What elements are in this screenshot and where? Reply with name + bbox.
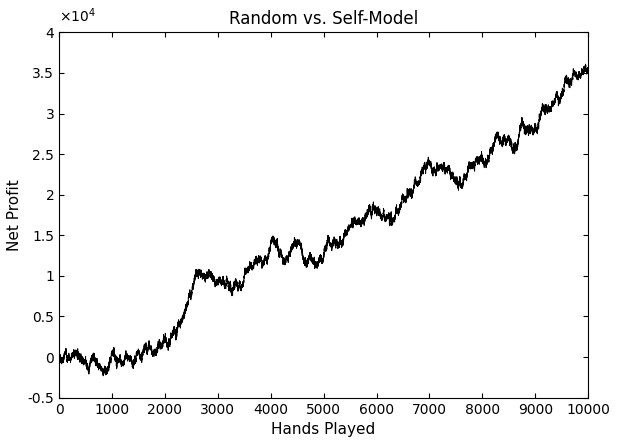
Text: $\times10^4$: $\times10^4$ — [59, 7, 96, 25]
Y-axis label: Net Profit: Net Profit — [7, 179, 22, 251]
Title: Random vs. Self-Model: Random vs. Self-Model — [229, 10, 418, 28]
X-axis label: Hands Played: Hands Played — [271, 422, 376, 437]
